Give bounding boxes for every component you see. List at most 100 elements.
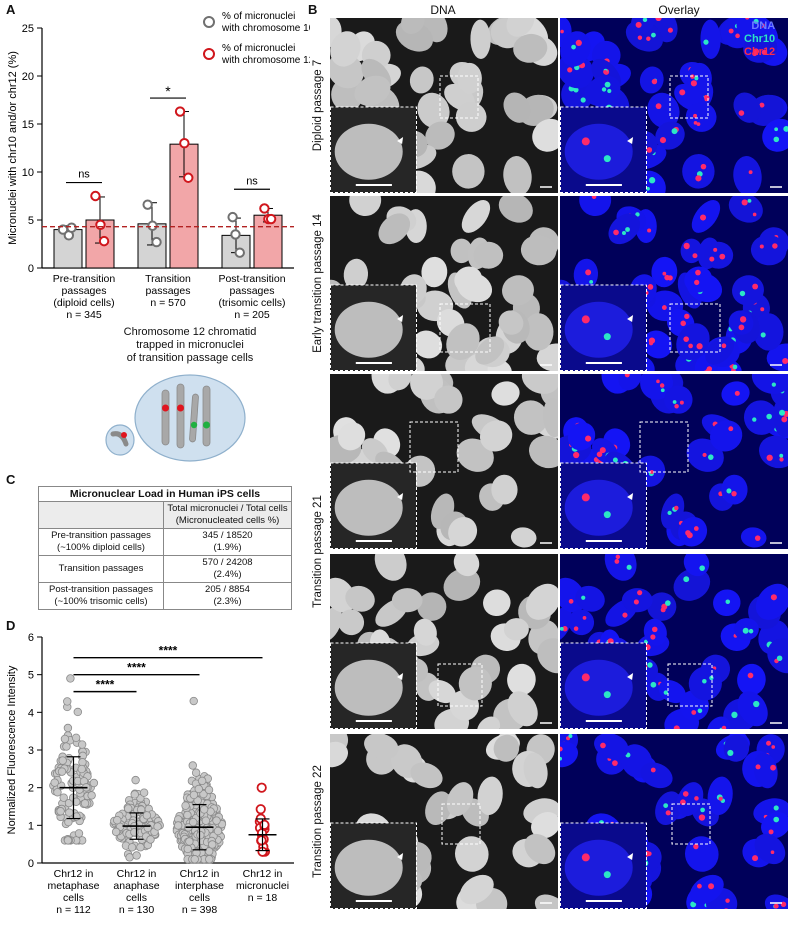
overlay-micrograph [560,18,788,193]
data-point [199,789,208,799]
region-box [639,421,689,473]
fish-spot [779,409,786,416]
fish-spot [741,199,748,206]
row-value: 570 / 24208 [202,557,253,568]
legend-label-chr12-l1: % of micronuclei [222,43,295,54]
data-point [63,723,73,733]
fish-spot [596,451,603,458]
fish-spot [725,898,730,903]
nucleus [421,256,448,288]
data-point [188,761,197,770]
panel-label-c: C [6,472,16,487]
inset-border [330,642,417,729]
fish-spot [680,320,686,327]
region-box [671,803,711,845]
nucleus [378,213,411,245]
data-point [136,843,145,852]
panel-d-chart: 0 1 2 3 4 5 6 Normalized Fluorescence Intensity… [6,632,294,916]
data-point [189,790,199,800]
data-point [179,138,190,149]
nucleus [537,638,558,674]
dna-micrograph [330,196,558,371]
inset-nucleus [334,839,403,896]
arrowhead [397,673,404,680]
data-point [80,799,90,808]
nucleus [470,19,491,59]
data-point [139,788,149,797]
fish-spot [688,343,693,349]
fish-spot [709,675,714,681]
nucleus [575,585,605,612]
fish-spot [747,672,754,679]
nucleus [510,527,537,548]
fish-spot [694,279,700,286]
fish-spot [728,28,734,34]
fish-spot [695,175,702,182]
x-category-label: passages [62,285,107,297]
fish-spot [612,760,618,766]
nucleus [751,374,788,394]
nucleus [391,588,423,613]
y-tick-label: 6 [28,632,34,644]
fish-spot [739,316,747,323]
nucleus [448,516,478,547]
data-point [95,219,106,231]
micrograph-canvas [560,18,788,193]
fish-spot [635,21,642,28]
nucleus [640,762,673,789]
row-value: (2.3%) [213,596,242,607]
nucleus [534,894,558,909]
data-point [64,817,73,827]
dna-micrograph [330,374,558,549]
nucleus [543,397,558,438]
micrograph-canvas [560,554,788,729]
data-point [60,734,70,744]
fish-spot [614,559,620,564]
data-point [65,808,74,817]
data-point [204,785,214,795]
inset-border [330,462,417,549]
data-point [191,768,201,777]
x-category-label: n = 398 [182,904,217,916]
fish-spot [649,469,654,474]
micrograph-canvas [560,196,788,371]
fish-spot [779,453,784,458]
nucleus [477,776,503,816]
micrograph-canvas [560,374,788,549]
dna-micrograph [330,18,558,193]
fish-spot [650,681,657,688]
fish-spot [770,764,776,771]
fish-spot [646,147,653,153]
fish-spot [665,810,671,816]
nucleus [737,691,768,727]
table-title: Micronuclear Load in Human iPS cells [38,486,292,502]
x-category-label: Chr12 in [180,868,220,880]
data-point [127,843,137,852]
data-point [230,229,241,240]
row-value: 205 / 8854 [205,584,250,595]
fish-spot [728,426,734,432]
arrowhead [627,673,634,680]
nucleus [743,400,778,435]
data-point [142,199,153,210]
fish-spot [771,382,776,387]
fish-spot [773,136,780,143]
column-header-dna: DNA [430,3,456,17]
data-point [181,801,190,810]
panel-a-chart: 0 5 10 15 20 25 Micronuclei with chr10 and/or … [7,23,294,321]
fish-spot [571,44,576,50]
nucleus [689,874,724,905]
fish-spot [613,229,619,236]
nucleus [676,323,710,361]
legend-label-chr12-l2: with chromosome 12 [221,55,310,66]
fish-spot [690,901,697,908]
table-header-line: (Micronucleated cells %) [175,515,280,526]
fish-spot [773,816,780,823]
nucleus [454,836,489,872]
significance-label: **** [127,661,146,675]
nucleus [428,680,456,704]
arrowhead [627,853,634,860]
fish-spot [718,796,723,801]
fish-spot [679,400,684,405]
nucleus [354,75,391,106]
